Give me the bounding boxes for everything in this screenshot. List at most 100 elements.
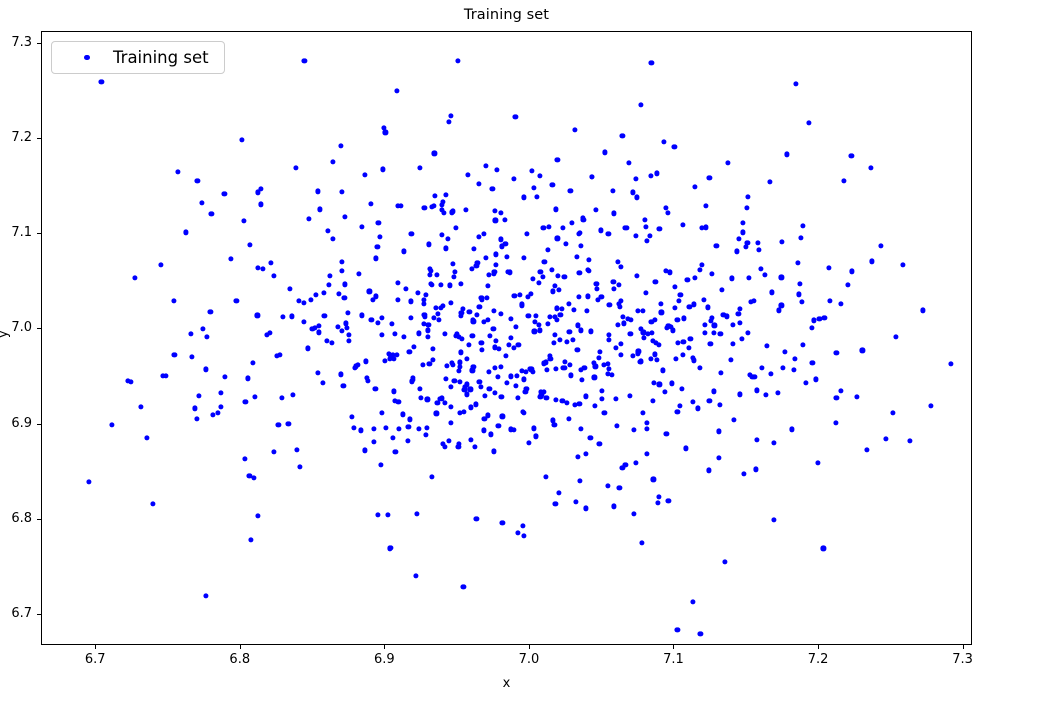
scatter-point xyxy=(439,207,445,213)
scatter-point xyxy=(492,344,498,350)
scatter-point xyxy=(398,203,404,209)
scatter-point xyxy=(405,438,411,444)
scatter-point xyxy=(208,211,214,217)
scatter-point xyxy=(439,202,445,208)
scatter-point xyxy=(800,223,806,229)
scatter-point xyxy=(665,323,671,329)
scatter-point xyxy=(518,301,525,308)
scatter-point xyxy=(797,281,803,287)
scatter-point xyxy=(528,291,534,297)
scatter-point xyxy=(630,353,636,359)
scatter-point xyxy=(640,410,646,416)
scatter-point xyxy=(478,384,484,390)
scatter-point xyxy=(585,293,591,300)
scatter-point xyxy=(364,375,370,381)
scatter-point xyxy=(597,349,603,355)
scatter-point xyxy=(391,398,398,404)
scatter-point xyxy=(605,371,611,377)
chart-legend[interactable]: Training set xyxy=(51,41,225,74)
scatter-point xyxy=(629,189,636,195)
scatter-point xyxy=(716,455,722,461)
scatter-point xyxy=(498,311,504,317)
legend-label-training-set: Training set xyxy=(113,48,209,67)
scatter-point xyxy=(203,593,209,599)
scatter-point xyxy=(631,427,637,433)
scatter-point xyxy=(433,410,440,417)
scatter-point xyxy=(257,201,264,207)
scatter-point xyxy=(534,194,540,200)
scatter-point xyxy=(605,230,612,237)
scatter-point xyxy=(408,299,414,305)
scatter-point xyxy=(570,307,577,313)
scatter-point xyxy=(853,394,860,400)
scatter-point xyxy=(434,272,440,278)
scatter-point xyxy=(611,503,617,510)
scatter-point xyxy=(710,330,717,336)
scatter-point xyxy=(838,388,844,394)
scatter-point xyxy=(344,325,350,331)
scatter-point xyxy=(761,272,768,278)
scatter-point xyxy=(559,398,565,404)
scatter-point xyxy=(741,471,747,477)
scatter-point xyxy=(280,314,286,320)
scatter-point xyxy=(441,210,447,216)
scatter-point xyxy=(342,214,348,220)
scatter-point xyxy=(684,277,691,283)
scatter-point xyxy=(464,356,470,362)
scatter-point xyxy=(686,304,692,310)
scatter-point xyxy=(626,160,632,166)
scatter-point xyxy=(700,297,707,303)
y-tick-label: 6.8 xyxy=(11,510,32,526)
scatter-point xyxy=(705,304,711,310)
scatter-point xyxy=(628,317,634,323)
scatter-point xyxy=(640,329,647,335)
scatter-point xyxy=(351,425,357,431)
scatter-point xyxy=(717,402,723,408)
scatter-point xyxy=(596,354,602,361)
scatter-point xyxy=(605,483,611,489)
scatter-point xyxy=(826,265,832,271)
scatter-point xyxy=(579,377,585,383)
scatter-point xyxy=(559,305,565,312)
scatter-point xyxy=(585,268,592,274)
x-tick-mark xyxy=(818,645,820,649)
scatter-point xyxy=(756,247,762,253)
scatter-point xyxy=(473,401,479,407)
scatter-point xyxy=(690,399,696,405)
y-axis-label: y xyxy=(0,330,11,338)
scatter-point xyxy=(405,423,412,430)
scatter-point xyxy=(633,233,639,239)
scatter-point xyxy=(485,369,492,375)
y-tick-mark xyxy=(37,423,41,425)
scatter-point xyxy=(740,220,746,226)
scatter-point xyxy=(655,494,662,500)
scatter-point xyxy=(644,238,650,244)
scatter-point xyxy=(442,331,448,337)
scatter-point xyxy=(447,282,453,288)
scatter-point xyxy=(513,383,519,389)
scatter-point xyxy=(285,421,292,427)
scatter-point xyxy=(580,214,586,221)
scatter-point xyxy=(605,361,611,367)
scatter-point xyxy=(639,540,645,546)
scatter-point xyxy=(573,499,579,505)
scatter-point xyxy=(728,357,734,363)
scatter-point xyxy=(599,388,605,394)
scatter-point xyxy=(662,389,668,395)
scatter-point xyxy=(377,234,383,240)
scatter-point xyxy=(537,394,544,400)
scatter-point xyxy=(425,322,431,328)
scatter-point xyxy=(736,320,743,326)
scatter-point xyxy=(460,306,466,312)
scatter-point xyxy=(920,307,926,314)
scatter-point xyxy=(401,248,407,254)
scatter-point xyxy=(359,224,365,230)
scatter-point xyxy=(523,368,529,375)
scatter-point xyxy=(481,416,488,422)
y-tick-label: 7.0 xyxy=(11,320,32,336)
scatter-point xyxy=(792,356,798,362)
scatter-point xyxy=(448,420,454,426)
scatter-point xyxy=(438,282,444,288)
scatter-point xyxy=(420,301,427,307)
scatter-point xyxy=(251,475,257,481)
